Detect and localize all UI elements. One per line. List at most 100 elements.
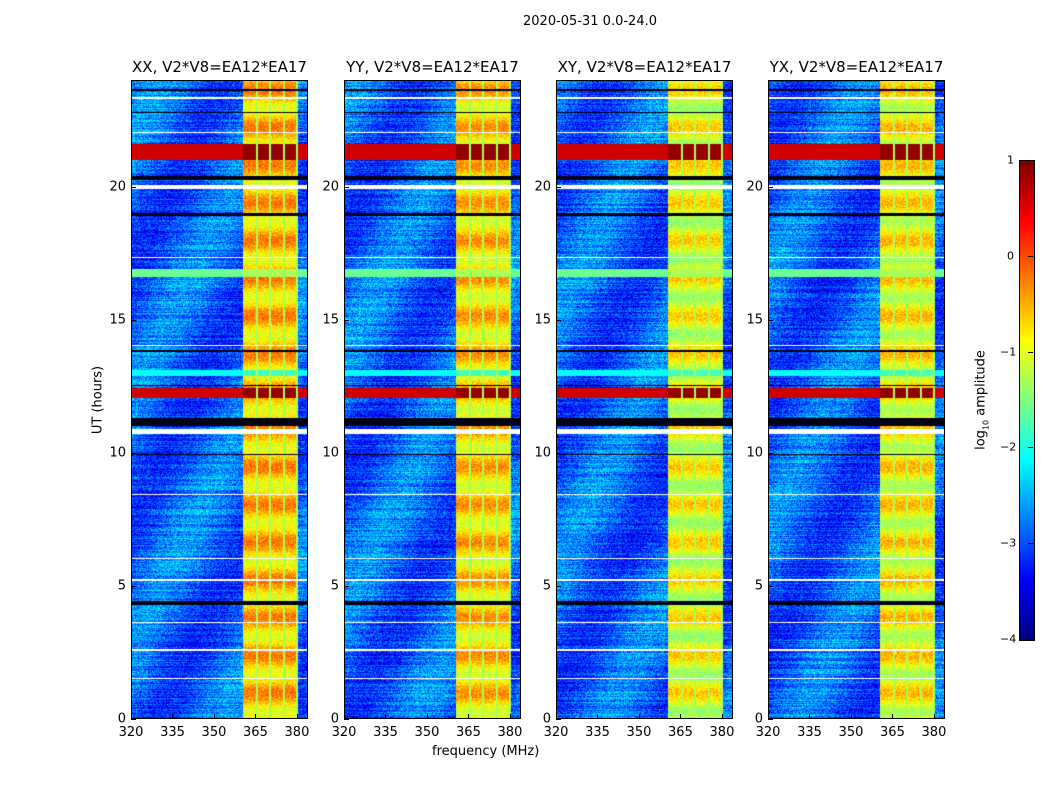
colorbar-tick-label: −4 [1000, 632, 1017, 646]
y-tick-mark [344, 319, 349, 321]
colorbar [1019, 160, 1035, 641]
x-tick-label: 365 [668, 725, 693, 740]
y-tick-label: 10 [322, 445, 339, 461]
y-tick-mark [344, 452, 349, 454]
x-tick-mark [255, 714, 257, 719]
y-tick-mark [131, 719, 136, 720]
colorbar-tick-mark [1028, 639, 1033, 640]
heatmap-image [556, 80, 733, 719]
x-tick-mark [638, 714, 640, 719]
y-tick-mark [768, 585, 773, 587]
x-tick-label: 380 [921, 725, 947, 740]
x-tick-label: 335 [373, 725, 398, 740]
x-tick-mark [721, 714, 723, 719]
y-axis-label: UT (hours) [90, 365, 106, 435]
x-tick-mark [344, 714, 345, 719]
x-tick-label: 365 [880, 725, 905, 740]
x-tick-mark [597, 714, 599, 719]
y-tick-label: 15 [746, 312, 763, 328]
x-tick-mark [768, 714, 769, 719]
x-tick-mark [809, 714, 811, 719]
y-tick-mark [131, 585, 136, 587]
y-tick-mark [131, 186, 136, 188]
colorbar-tick-label: −1 [1000, 345, 1017, 359]
x-tick-label: 380 [284, 725, 310, 740]
spectrogram-panel-3: XY, V2*V8=EA12*EA17 320 335 350 365 380 0 5 10 1… [534, 58, 734, 740]
x-tick-mark [426, 714, 428, 719]
y-tick-label: 0 [542, 711, 551, 727]
y-tick-label: 10 [534, 445, 551, 461]
colorbar-label: log10 amplitude [973, 350, 991, 450]
colorbar-tick-label: −2 [1000, 440, 1017, 454]
x-tick-label: 380 [497, 725, 523, 740]
x-tick-label: 380 [709, 725, 735, 740]
y-tick-label: 15 [534, 312, 551, 328]
x-tick-mark [556, 714, 557, 719]
x-tick-label: 365 [456, 725, 481, 740]
heatmap-image [768, 80, 945, 719]
colorbar-tick-mark [1028, 543, 1033, 545]
colorbar-tick-label: 1 [1007, 153, 1014, 167]
colorbar-tick-mark [1028, 351, 1033, 353]
colorbar-tick-mark [1028, 160, 1033, 161]
x-tick-mark [296, 714, 298, 719]
y-tick-mark [556, 719, 561, 720]
x-tick-mark [213, 714, 215, 719]
y-tick-label: 0 [754, 711, 763, 727]
x-tick-mark [131, 714, 132, 719]
x-tick-mark [385, 714, 387, 719]
y-tick-mark [768, 719, 773, 720]
x-tick-mark [468, 714, 470, 719]
x-tick-label: 320 [755, 725, 781, 740]
y-tick-mark [556, 452, 561, 454]
x-tick-label: 350 [201, 725, 227, 740]
y-tick-label: 0 [117, 711, 126, 727]
x-tick-label: 350 [626, 725, 652, 740]
y-tick-mark [768, 319, 773, 321]
y-tick-mark [344, 186, 349, 188]
y-tick-mark [344, 585, 349, 587]
x-tick-label: 335 [797, 725, 822, 740]
y-tick-mark [344, 719, 349, 720]
y-tick-label: 5 [330, 578, 339, 594]
x-tick-label: 320 [118, 725, 144, 740]
colorbar-tick-mark [1028, 447, 1033, 449]
x-tick-label: 320 [543, 725, 569, 740]
heatmap-image [344, 80, 521, 719]
y-tick-label: 5 [542, 578, 551, 594]
x-tick-mark [509, 714, 511, 719]
y-tick-mark [556, 319, 561, 321]
y-tick-label: 10 [746, 445, 763, 461]
spectrogram-panel-2: YY, V2*V8=EA12*EA17 320 335 350 365 380 0 5 10 1… [322, 58, 522, 740]
x-tick-mark [850, 714, 852, 719]
y-tick-label: 10 [109, 445, 126, 461]
y-tick-mark [556, 585, 561, 587]
x-tick-label: 350 [838, 725, 864, 740]
x-tick-label: 350 [414, 725, 440, 740]
y-tick-label: 5 [117, 578, 126, 594]
panel-title: YY, V2*V8=EA12*EA17 [346, 58, 519, 76]
panel-title: XY, V2*V8=EA12*EA17 [557, 58, 732, 76]
y-tick-mark [768, 452, 773, 454]
heatmap-image [131, 80, 308, 719]
y-tick-label: 20 [534, 179, 551, 194]
x-tick-label: 320 [331, 725, 357, 740]
x-tick-mark [892, 714, 894, 719]
x-tick-label: 335 [585, 725, 610, 740]
y-tick-mark [556, 186, 561, 188]
x-tick-mark [680, 714, 682, 719]
x-tick-mark [172, 714, 174, 719]
x-tick-label: 335 [160, 725, 185, 740]
panel-title: XX, V2*V8=EA12*EA17 [132, 58, 307, 76]
x-tick-mark [933, 714, 935, 719]
y-tick-label: 5 [754, 578, 763, 594]
y-tick-mark [131, 319, 136, 321]
colorbar-tick-label: −3 [1000, 536, 1017, 550]
y-tick-label: 15 [109, 312, 126, 328]
x-axis-label: frequency (MHz) [432, 744, 540, 759]
panel-title: YX, V2*V8=EA12*EA17 [769, 58, 944, 76]
x-tick-label: 365 [243, 725, 268, 740]
colorbar-tick-label: 0 [1007, 249, 1014, 263]
y-tick-label: 0 [330, 711, 339, 727]
